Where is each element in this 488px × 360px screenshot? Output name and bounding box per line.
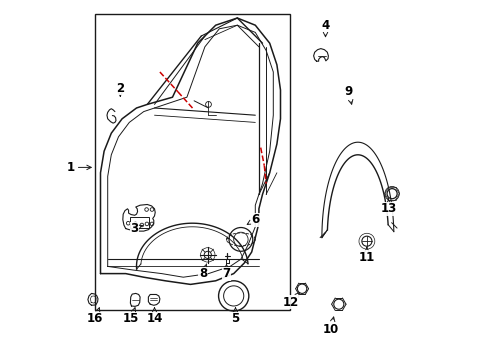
- Text: 11: 11: [358, 247, 374, 264]
- Text: 7: 7: [222, 264, 230, 280]
- Bar: [130, 217, 149, 228]
- Text: 4: 4: [321, 19, 329, 37]
- Text: 13: 13: [380, 199, 396, 215]
- Text: 3: 3: [130, 222, 142, 235]
- Text: 2: 2: [116, 82, 124, 96]
- Text: 8: 8: [199, 264, 207, 280]
- Text: 6: 6: [247, 213, 259, 226]
- Text: 15: 15: [122, 308, 139, 325]
- Text: 10: 10: [322, 317, 338, 336]
- Bar: [95, 14, 289, 310]
- Text: 9: 9: [344, 85, 352, 104]
- Text: 16: 16: [87, 308, 103, 325]
- Text: 14: 14: [146, 308, 163, 325]
- Text: 1: 1: [67, 161, 91, 174]
- Text: 5: 5: [231, 308, 239, 325]
- Text: 12: 12: [283, 292, 299, 309]
